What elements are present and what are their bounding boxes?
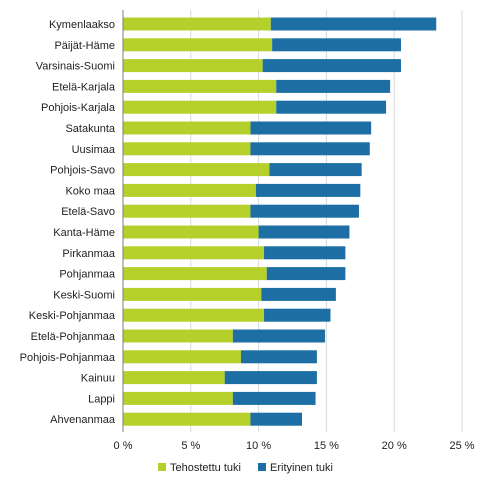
legend: Tehostettu tuki Erityinen tuki	[158, 462, 333, 474]
category-label: Pohjois-Savo	[50, 165, 115, 177]
bar-segment-erityinen	[264, 308, 331, 322]
bar-segment-tehostettu	[123, 412, 251, 426]
legend-swatch	[258, 463, 266, 471]
bar-segment-erityinen	[258, 225, 350, 239]
gridlines	[190, 10, 463, 432]
bar-segment-tehostettu	[123, 142, 251, 156]
bar-segment-tehostettu	[123, 204, 251, 218]
bar-segment-tehostettu	[123, 246, 265, 260]
category-label: Kanta-Häme	[53, 227, 115, 239]
category-label: Ahvenanmaa	[50, 414, 116, 426]
bar-segment-tehostettu	[123, 38, 273, 52]
category-label: Pohjois-Pohjanmaa	[20, 352, 116, 364]
category-labels: Kymenlaakso Päijät-Häme Varsinais-Suomi Ete…	[20, 19, 116, 426]
bar-segment-tehostettu	[123, 267, 267, 281]
legend-label: Tehostettu tuki	[170, 462, 241, 474]
x-tick-label: 5 %	[181, 440, 200, 452]
legend-label: Erityinen tuki	[270, 462, 333, 474]
bar-segment-tehostettu	[123, 308, 265, 322]
x-tick-label: 20 %	[382, 440, 407, 452]
bar-segment-tehostettu	[123, 350, 241, 364]
bar-segment-erityinen	[264, 246, 346, 260]
x-axis: 0 % 5 % 10 % 15 % 20 % 25 %	[114, 10, 475, 452]
bar-segment-tehostettu	[123, 163, 270, 177]
x-tick-label: 10 %	[246, 440, 271, 452]
bar-segment-tehostettu	[123, 391, 233, 405]
bar-segment-erityinen	[250, 121, 372, 135]
bar-segment-erityinen	[250, 204, 359, 218]
category-label: Pohjois-Karjala	[41, 102, 116, 114]
bar-segment-erityinen	[276, 79, 391, 93]
category-label: Pirkanmaa	[62, 248, 115, 260]
bar-segment-tehostettu	[123, 225, 259, 239]
category-label: Satakunta	[65, 123, 115, 135]
bars	[123, 17, 437, 426]
bar-segment-erityinen	[232, 391, 316, 405]
category-label: Koko maa	[65, 185, 115, 197]
bar-segment-erityinen	[261, 287, 336, 301]
x-tick-label: 25 %	[449, 440, 474, 452]
category-label: Kymenlaakso	[49, 19, 115, 31]
category-label: Keski-Pohjanmaa	[29, 310, 116, 322]
category-label: Keski-Suomi	[53, 289, 115, 301]
category-label: Päijät-Häme	[54, 40, 115, 52]
category-label: Kainuu	[81, 373, 115, 385]
bar-segment-erityinen	[250, 412, 302, 426]
bar-segment-erityinen	[240, 350, 317, 364]
bar-segment-erityinen	[272, 38, 401, 52]
bar-segment-tehostettu	[123, 79, 277, 93]
bar-segment-erityinen	[269, 163, 362, 177]
bar-segment-erityinen	[255, 183, 361, 197]
category-label: Uusimaa	[72, 144, 116, 156]
bar-segment-tehostettu	[123, 371, 225, 385]
bar-segment-erityinen	[270, 17, 437, 31]
bar-segment-tehostettu	[123, 329, 233, 343]
bar-segment-tehostettu	[123, 121, 251, 135]
bar-segment-tehostettu	[123, 17, 271, 31]
bar-segment-erityinen	[266, 267, 346, 281]
x-tick-label: 0 %	[114, 440, 133, 452]
bar-segment-tehostettu	[123, 100, 277, 114]
bar-segment-erityinen	[276, 100, 387, 114]
category-label: Etelä-Pohjanmaa	[31, 331, 116, 343]
category-label: Pohjanmaa	[59, 269, 116, 281]
bar-segment-tehostettu	[123, 59, 263, 73]
bar-segment-erityinen	[224, 371, 317, 385]
category-label: Etelä-Karjala	[52, 81, 116, 93]
x-tick-label: 15 %	[314, 440, 339, 452]
bar-segment-erityinen	[250, 142, 370, 156]
bar-segment-erityinen	[262, 59, 401, 73]
bar-segment-tehostettu	[123, 287, 262, 301]
bar-segment-tehostettu	[123, 183, 256, 197]
category-label: Varsinais-Suomi	[36, 61, 115, 73]
category-label: Etelä-Savo	[61, 206, 115, 218]
bar-segment-erityinen	[232, 329, 326, 343]
category-label: Lappi	[88, 393, 115, 405]
legend-swatch	[158, 463, 166, 471]
